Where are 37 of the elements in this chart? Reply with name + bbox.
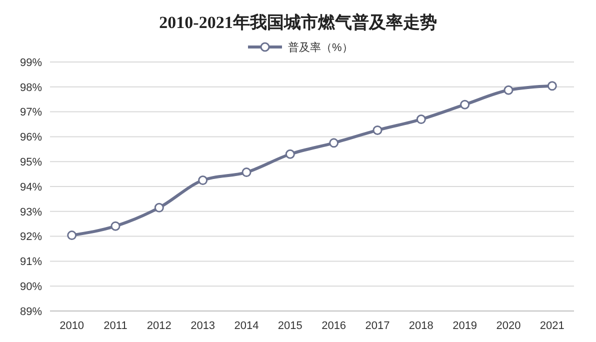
x-tick-label: 2015	[278, 320, 302, 332]
point	[416, 114, 426, 124]
point	[110, 221, 120, 231]
x-tick-label: 2011	[104, 320, 128, 332]
x-tick-label: 2010	[60, 320, 84, 332]
x-tick-label: 2019	[452, 320, 478, 332]
y-tick-label: 89%	[20, 306, 42, 318]
point	[198, 176, 208, 186]
legend-label: 普及率（%）	[288, 40, 353, 54]
x-tick-label: 2021	[540, 320, 564, 332]
point	[242, 168, 252, 178]
y-tick-label: 98%	[20, 82, 42, 94]
x-tick-label: 2018	[408, 320, 434, 332]
point	[547, 81, 557, 91]
point	[285, 149, 295, 159]
y-tick-label: 92%	[20, 231, 42, 244]
y-tick-label: 95%	[20, 156, 42, 168]
y-tick-label: 90%	[20, 280, 42, 293]
y-tick-label: 93%	[20, 206, 42, 218]
point	[460, 100, 470, 110]
chart-title: 2010-2021年我国城市燃气普及率走势	[159, 12, 437, 32]
point	[67, 230, 77, 240]
x-tick-label: 2020	[496, 320, 521, 332]
y-tick-label: 94%	[20, 181, 42, 194]
y-tick-label: 97%	[20, 106, 42, 119]
x-tick-label: 2017	[365, 320, 390, 332]
x-tick-label: 2014	[234, 320, 259, 332]
x-tick-label: 2012	[146, 320, 172, 332]
point	[329, 138, 339, 148]
x-tick-label: 2016	[322, 320, 346, 332]
point	[154, 202, 164, 212]
y-tick-label: 96%	[20, 132, 42, 144]
y-tick-label: 91%	[20, 256, 42, 268]
point	[372, 125, 382, 135]
y-tick-label: 99%	[20, 56, 42, 69]
x-tick-label: 2013	[190, 320, 216, 332]
point	[504, 85, 514, 95]
